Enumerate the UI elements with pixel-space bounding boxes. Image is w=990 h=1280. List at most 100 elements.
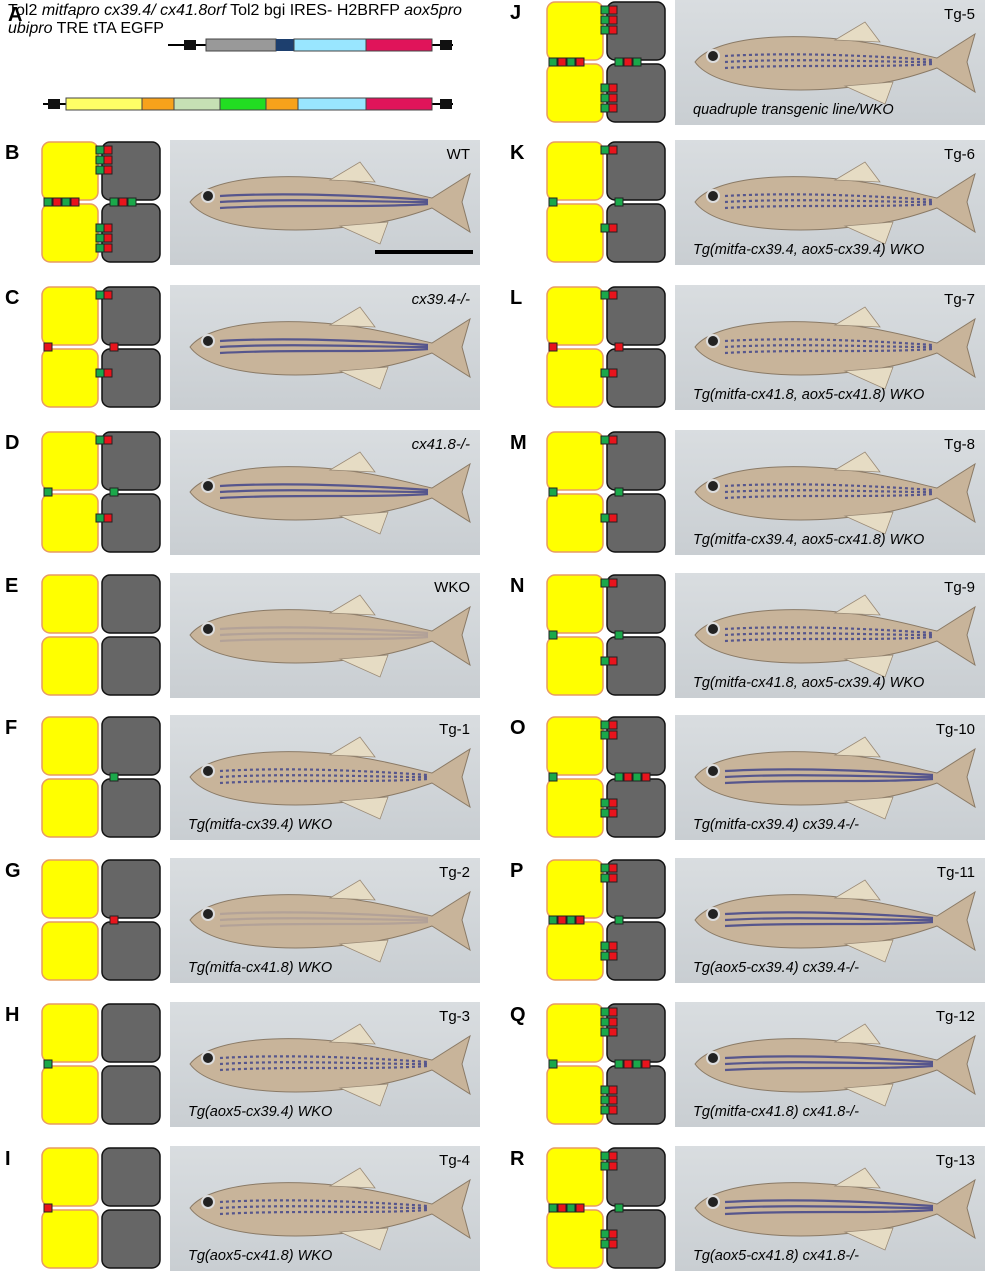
- scale-bar: [375, 250, 473, 254]
- connexin-chip: [575, 915, 585, 925]
- connexin-cx39-4-chip: [95, 368, 105, 378]
- connexin-chip: [632, 772, 642, 782]
- fish-photo: WKO: [170, 573, 480, 698]
- panel-l: L Tg-7 Tg(mitfa-cx41.8, aox5-cx41.8) WKO: [510, 285, 990, 415]
- connexin-cx39-4-chip: [600, 951, 610, 961]
- connexin-cx39-4-chip: [95, 290, 105, 300]
- xanthophore-cell: [546, 778, 604, 838]
- xanthophore-cell: [41, 431, 99, 491]
- xanthophore-cell: [41, 203, 99, 263]
- panel-f: F Tg-1 Tg(mitfa-cx39.4) WKO: [5, 715, 485, 845]
- connexin-chip: [557, 1203, 567, 1213]
- xanthophore-cell: [546, 921, 604, 981]
- connexin-chip: [623, 1059, 633, 1069]
- cell-diagram: [41, 716, 161, 838]
- panel-letter: F: [5, 717, 18, 739]
- melanophore-cell: [606, 286, 666, 346]
- connexin-cx39-4-chip: [600, 720, 610, 730]
- fish-illustration: [189, 879, 471, 963]
- fish-illustration: [694, 451, 976, 535]
- panel-a: A Tol2 mitfapro cx39.4/ cx41.8orf Tol: [8, 2, 488, 132]
- xanthophore-cell: [546, 63, 604, 123]
- connexin-cx41-8-chip: [608, 435, 618, 445]
- label-aox5pro: aox5pro: [404, 2, 462, 19]
- melanophore-cell: [101, 1209, 161, 1269]
- fish-illustration: [189, 1023, 471, 1107]
- xanthophore-cell: [41, 574, 99, 634]
- connexin-chip: [614, 487, 624, 497]
- xanthophore-cell: [41, 493, 99, 553]
- connexin-chip: [548, 630, 558, 640]
- connexin-chip: [614, 1059, 624, 1069]
- connexin-cx39-4-chip: [600, 145, 610, 155]
- melanophore-cell: [101, 1003, 161, 1063]
- xanthophore-cell: [41, 1003, 99, 1063]
- connexin-cx39-4-chip: [95, 435, 105, 445]
- connexin-cx39-4-chip: [600, 25, 610, 35]
- genotype-tag: Tg-7: [944, 291, 975, 308]
- xanthophore-cell: [41, 716, 99, 776]
- melanophore-cell: [606, 778, 666, 838]
- connexin-chip: [575, 57, 585, 67]
- connexin-cx39-4-chip: [600, 1161, 610, 1171]
- genotype-tag: Tg-2: [439, 864, 470, 881]
- label-cx-orf: cx41.8orf: [160, 2, 226, 19]
- fish-photo: cx41.8-/-: [170, 430, 480, 555]
- connexin-cx39-4-chip: [95, 233, 105, 243]
- xanthophore-cell: [546, 716, 604, 776]
- xanthophore-cell: [41, 921, 99, 981]
- connexin-chip: [566, 915, 576, 925]
- cell-diagram: [546, 574, 666, 696]
- xanthophore-cell: [546, 348, 604, 408]
- label-tol2-left: Tol2: [8, 2, 38, 19]
- connexin-cx41-8-chip: [608, 513, 618, 523]
- panel-letter: K: [510, 142, 525, 164]
- connexin-cx41-8-chip: [608, 1007, 618, 1017]
- connexin-cx39-4-chip: [600, 93, 610, 103]
- connexin-chip: [127, 197, 137, 207]
- connexin-chip: [548, 1203, 558, 1213]
- genotype-tag: Tg-1: [439, 721, 470, 738]
- melanophore-cell: [606, 203, 666, 263]
- fish-photo: Tg-5 quadruple transgenic line/WKO: [675, 0, 985, 125]
- fish-illustration: [694, 736, 976, 820]
- cell-diagram: [41, 1147, 161, 1269]
- connexin-chip: [109, 197, 119, 207]
- connexin-cx39-4-chip: [600, 435, 610, 445]
- genotype-caption: Tg(mitfa-cx41.8, aox5-cx41.8) WKO: [693, 387, 925, 403]
- connexin-cx39-4-chip: [600, 578, 610, 588]
- connexin-chip: [566, 57, 576, 67]
- label-tta: tTA: [93, 20, 116, 37]
- connexin-chip: [548, 197, 558, 207]
- connexin-cx39-4-chip: [600, 83, 610, 93]
- connexin-cx39-4-chip: [600, 798, 610, 808]
- panel-letter: C: [5, 287, 20, 309]
- label-ubipro: ubipro: [8, 20, 53, 37]
- connexin-cx39-4-chip: [600, 5, 610, 15]
- melanophore-cell: [101, 1065, 161, 1125]
- connexin-cx39-4-chip: [95, 165, 105, 175]
- connexin-cx41-8-chip: [608, 951, 618, 961]
- cell-diagram: [546, 859, 666, 981]
- connexin-cx41-8-chip: [103, 165, 113, 175]
- connexin-chip: [70, 197, 80, 207]
- xanthophore-cell: [546, 493, 604, 553]
- connexin-cx39-4-chip: [600, 103, 610, 113]
- fish-photo: Tg-12 Tg(mitfa-cx41.8) cx41.8-/-: [675, 1002, 985, 1127]
- fish-photo: Tg-3 Tg(aox5-cx39.4) WKO: [170, 1002, 480, 1127]
- connexin-cx41-8-chip: [608, 1105, 618, 1115]
- connexin-cx41-8-chip: [608, 83, 618, 93]
- genotype-tag: Tg-10: [935, 721, 975, 738]
- melanophore-cell: [606, 636, 666, 696]
- connexin-chip: [43, 342, 53, 352]
- connexin-cx41-8-chip: [103, 233, 113, 243]
- fish-photo: WT: [170, 140, 480, 265]
- connexin-cx41-8-chip: [608, 656, 618, 666]
- panel-h: H Tg-3 Tg(aox5-cx39.4) WKO: [5, 1002, 485, 1132]
- xanthophore-cell: [546, 1003, 604, 1063]
- cell-diagram: [41, 574, 161, 696]
- connexin-cx39-4-chip: [600, 290, 610, 300]
- connexin-cx39-4-chip: [600, 1151, 610, 1161]
- connexin-cx41-8-chip: [608, 863, 618, 873]
